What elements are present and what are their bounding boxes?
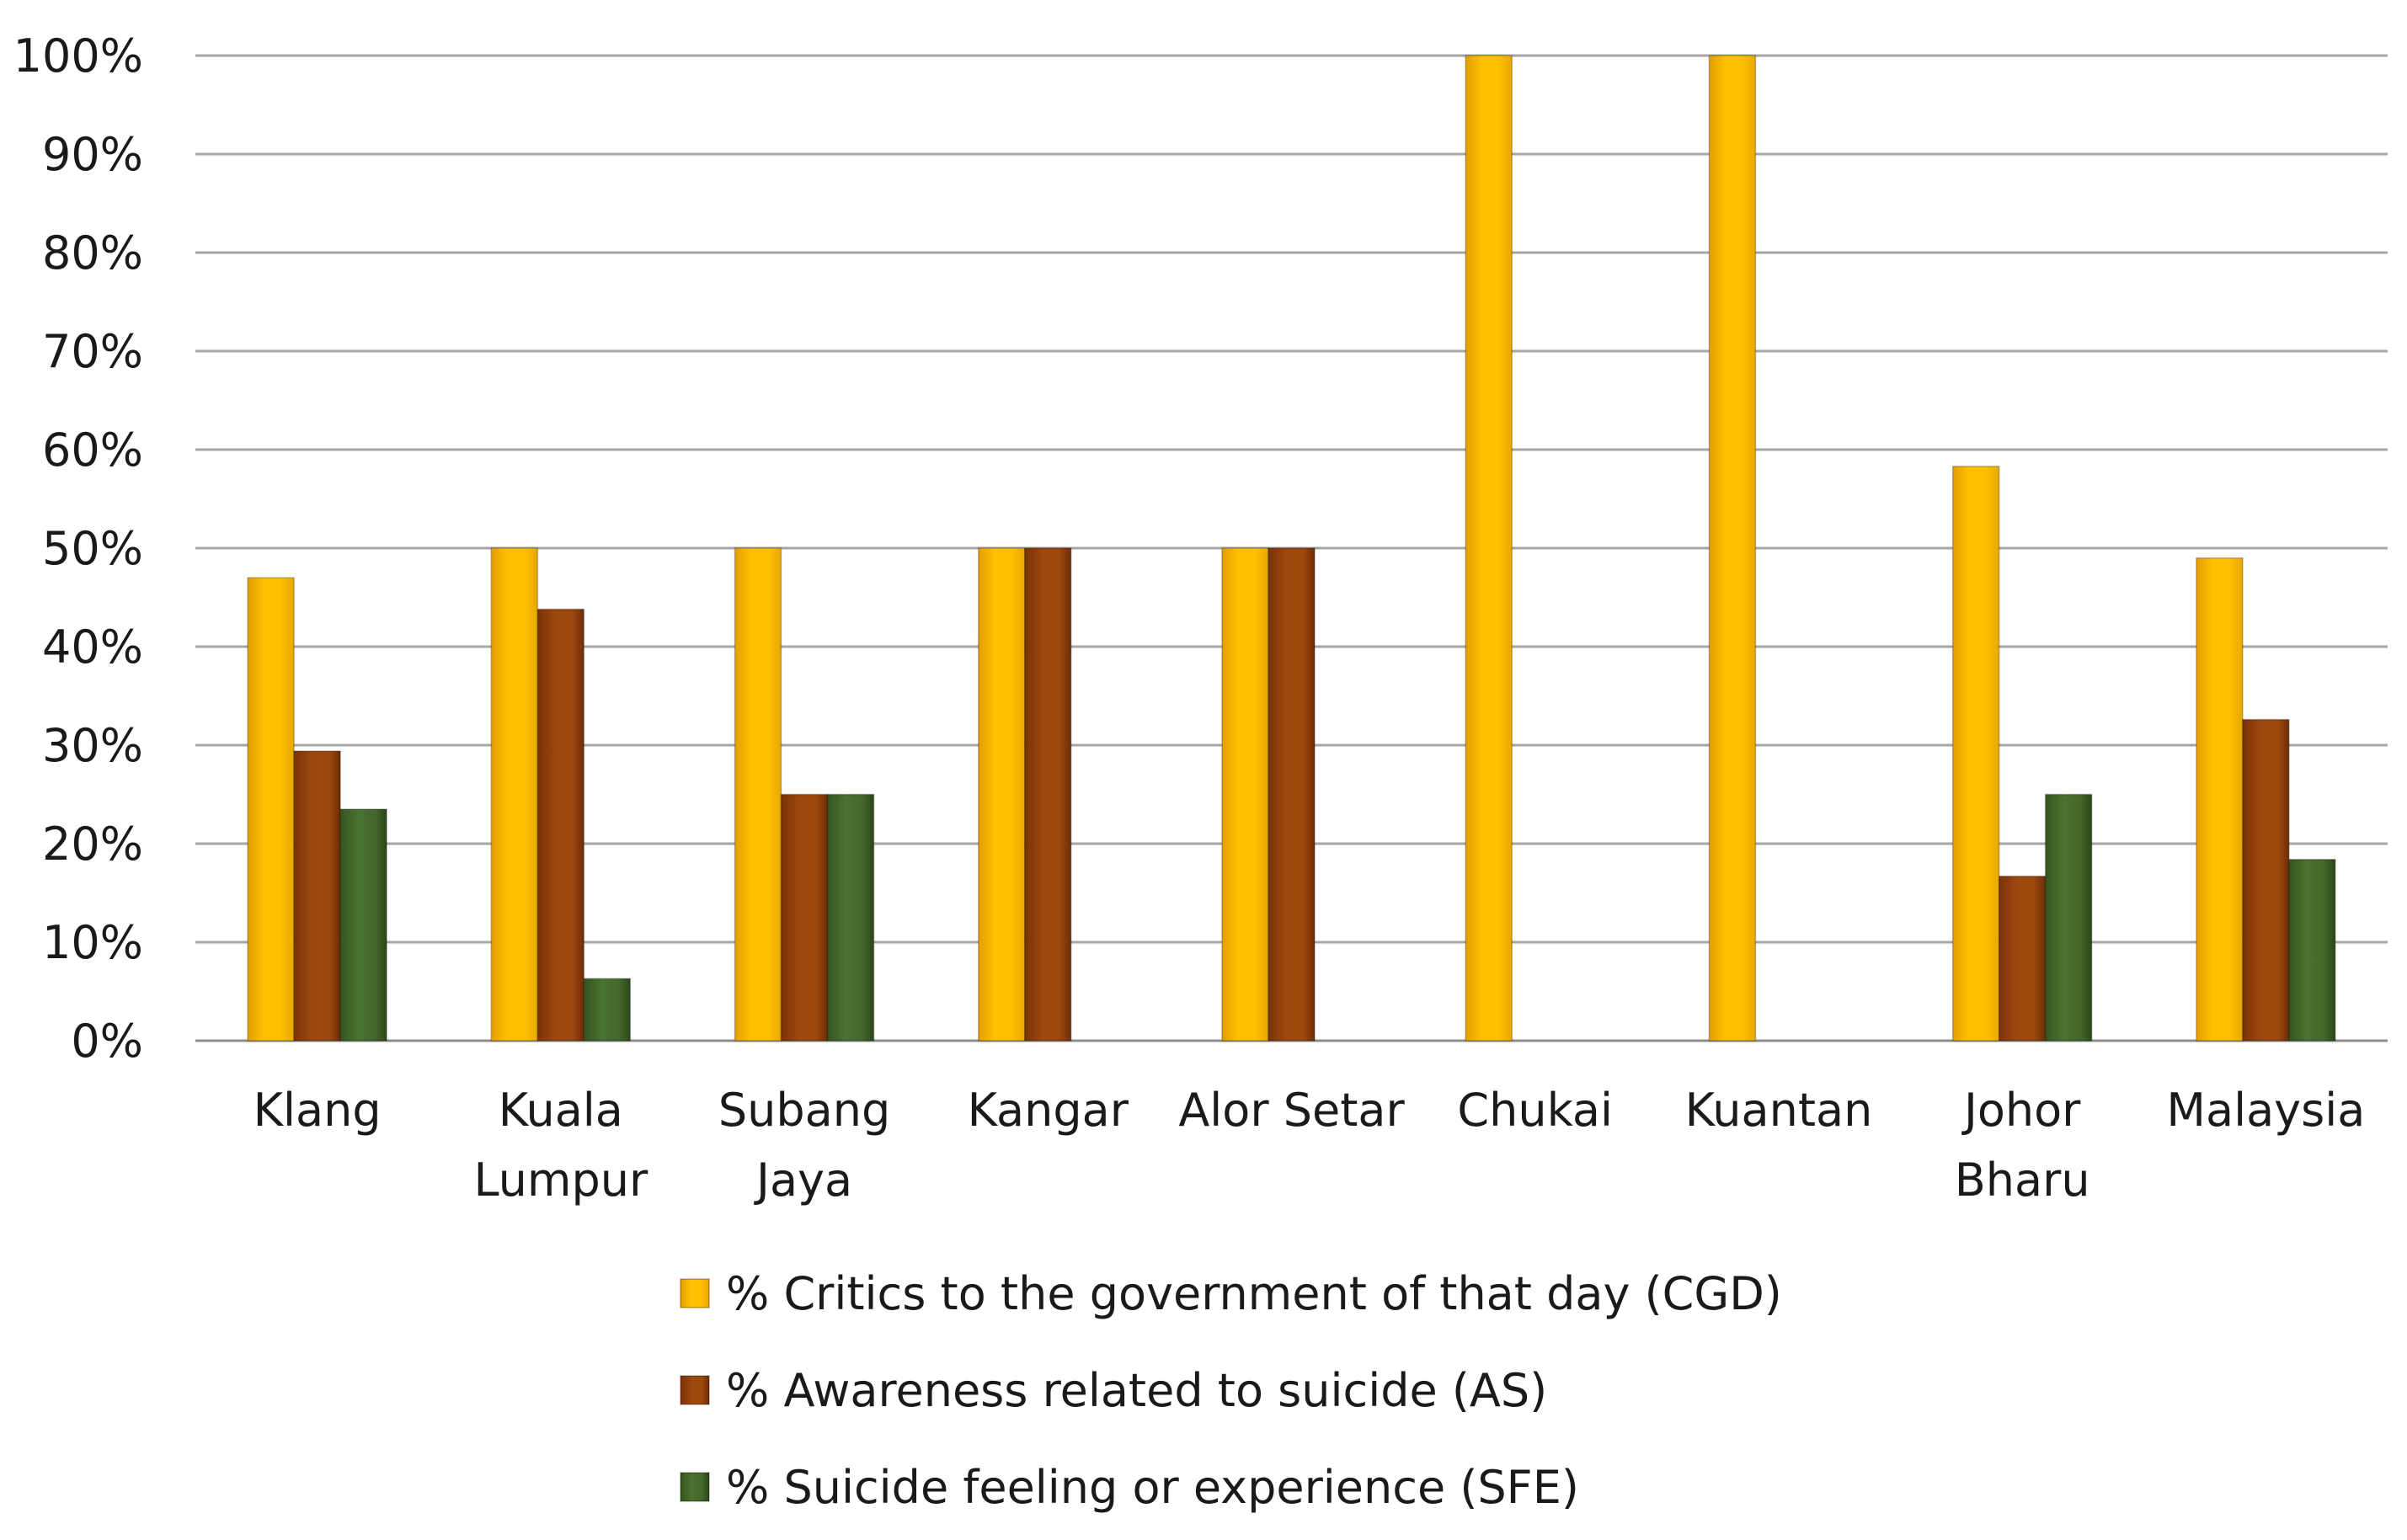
bar-cgd (1465, 55, 1513, 1042)
category-label: Kuala (499, 1084, 623, 1137)
category-label: Lumpur (473, 1154, 648, 1207)
y-tick-label: 100% (13, 29, 143, 83)
legend: % Critics to the government of that day … (680, 1267, 1782, 1514)
bar-as (2242, 718, 2290, 1042)
bar-as (536, 608, 585, 1042)
y-tick-label: 90% (42, 128, 143, 181)
bar-as (780, 793, 829, 1042)
bar-cgd (1951, 466, 2000, 1042)
bar-cgd (247, 577, 295, 1042)
y-axis-ticks: 0% 10% 20% 30% 40% 50% 60% 70% 80% 90% 100% (13, 29, 143, 1068)
category-label: Bharu (1955, 1154, 2090, 1207)
category-label: Kangar (968, 1084, 1129, 1137)
y-tick-label: 70% (42, 325, 143, 378)
category-label: Subang (718, 1084, 890, 1137)
y-tick-label: 10% (42, 916, 143, 969)
y-tick-label: 30% (42, 719, 143, 772)
bar-cgd (490, 547, 539, 1042)
bar-sfe (2288, 858, 2336, 1042)
category-label: Johor (1961, 1084, 2081, 1137)
y-tick-label: 40% (42, 621, 143, 674)
category-label: Kuantan (1685, 1084, 1873, 1137)
legend-swatch (680, 1375, 710, 1405)
bar-sfe (826, 793, 875, 1042)
bar-sfe (339, 808, 387, 1042)
y-tick-label: 20% (42, 818, 143, 871)
legend-swatch (680, 1278, 710, 1308)
bar-as (1268, 547, 1316, 1042)
y-tick-label: 80% (42, 226, 143, 280)
legend-swatch (680, 1472, 710, 1502)
bar-cgd (978, 547, 1026, 1042)
bar-cgd (1708, 55, 1757, 1042)
bar-cgd (734, 547, 782, 1042)
category-label: Jaya (754, 1154, 852, 1207)
y-tick-label: 0% (71, 1015, 143, 1068)
y-tick-label: 50% (42, 522, 143, 575)
legend-label: % Awareness related to suicide (AS) (726, 1364, 1547, 1417)
x-axis-labels: Klang Kuala Lumpur Subang Jaya Kangar Alor Set… (254, 1084, 2366, 1207)
bar-cgd (2196, 557, 2244, 1042)
legend-label: % Suicide feeling or experience (SFE) (726, 1461, 1579, 1514)
bar-sfe (2044, 793, 2093, 1042)
category-label: Klang (254, 1084, 382, 1137)
legend-label: % Critics to the government of that day … (726, 1267, 1782, 1320)
bar-cgd (1221, 547, 1269, 1042)
bar-as (293, 750, 341, 1042)
category-label: Chukai (1457, 1084, 1613, 1137)
bar-as (1024, 547, 1072, 1042)
bar-as (1998, 875, 2047, 1042)
category-label: Malaysia (2166, 1084, 2365, 1137)
bars (247, 55, 2336, 1042)
category-label: Alor Setar (1178, 1084, 1405, 1137)
bar-sfe (583, 978, 632, 1042)
y-tick-label: 60% (42, 424, 143, 477)
